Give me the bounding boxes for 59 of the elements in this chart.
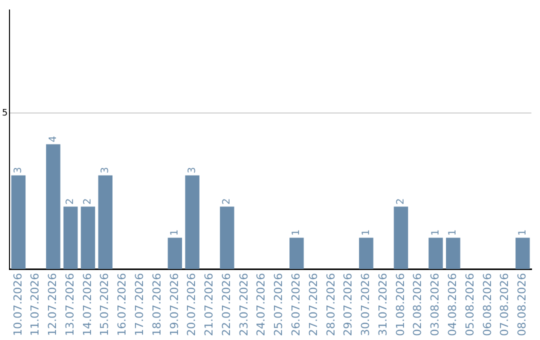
x-tick-label: 29.07.2026 (342, 273, 355, 336)
bar (63, 206, 78, 270)
data-label: 1 (430, 229, 442, 236)
x-tick-label: 02.08.2026 (411, 273, 424, 336)
x-tick-label: 08.08.2026 (516, 273, 529, 336)
x-tick-label: 07.08.2026 (498, 273, 512, 336)
data-label: 2 (222, 198, 233, 205)
x-tick-label: 11.07.2026 (28, 273, 42, 336)
x-tick-label: 10.07.2026 (11, 273, 24, 336)
x-tick-label: 17.07.2026 (132, 273, 146, 336)
bar (289, 238, 304, 270)
bar (168, 238, 182, 270)
x-tick-label: 26.07.2026 (289, 273, 302, 336)
x-tick-label: 04.08.2026 (446, 273, 459, 336)
x-tick-label: 27.07.2026 (306, 273, 320, 336)
bar (46, 144, 60, 270)
data-label: 1 (360, 229, 372, 236)
x-tick-label: 06.08.2026 (480, 273, 494, 336)
x-tick-label: 31.07.2026 (376, 273, 390, 336)
data-label: 2 (65, 198, 76, 205)
x-tick-label: 13.07.2026 (63, 273, 76, 336)
x-tick-label: 01.08.2026 (394, 273, 407, 336)
bar (446, 238, 460, 270)
data-label: 2 (82, 198, 94, 205)
data-label: 1 (170, 229, 181, 236)
bar (80, 206, 96, 270)
x-tick-label: 28.07.2026 (324, 273, 338, 336)
x-tick-label: 24.07.2026 (254, 273, 268, 336)
bar (11, 175, 26, 270)
data-label: 3 (100, 167, 111, 174)
bar (394, 206, 408, 270)
data-label: 1 (448, 229, 459, 236)
bar (220, 206, 234, 270)
x-tick-label: 15.07.2026 (98, 273, 112, 336)
x-tick-label: 14.07.2026 (80, 273, 94, 336)
x-tick-label: 20.07.2026 (185, 273, 198, 336)
x-tick-label: 30.07.2026 (359, 273, 372, 336)
x-tick-label: 22.07.2026 (220, 273, 233, 336)
x-tick-label: 16.07.2026 (116, 273, 129, 336)
bar (428, 238, 443, 270)
x-tick-label: 05.08.2026 (463, 273, 476, 336)
data-label: 3 (186, 167, 198, 174)
bar (359, 238, 374, 270)
x-tick-label: 19.07.2026 (168, 273, 181, 336)
data-label: 3 (13, 167, 24, 174)
x-tick-label: 21.07.2026 (202, 273, 216, 336)
data-label: 4 (48, 136, 59, 142)
bar (185, 175, 200, 270)
data-label: 1 (291, 229, 302, 236)
x-tick-label: 18.07.2026 (150, 273, 164, 336)
data-label: 1 (517, 229, 528, 236)
x-tick-label: 12.07.2026 (46, 273, 60, 336)
bar (98, 175, 112, 270)
x-tick-label: 25.07.2026 (272, 273, 286, 336)
x-tick-label: 03.08.2026 (428, 273, 442, 336)
data-label: 2 (396, 198, 407, 205)
y-tick-label: 5 (2, 108, 8, 118)
x-tick-label: 23.07.2026 (237, 273, 250, 336)
bar (516, 238, 530, 270)
